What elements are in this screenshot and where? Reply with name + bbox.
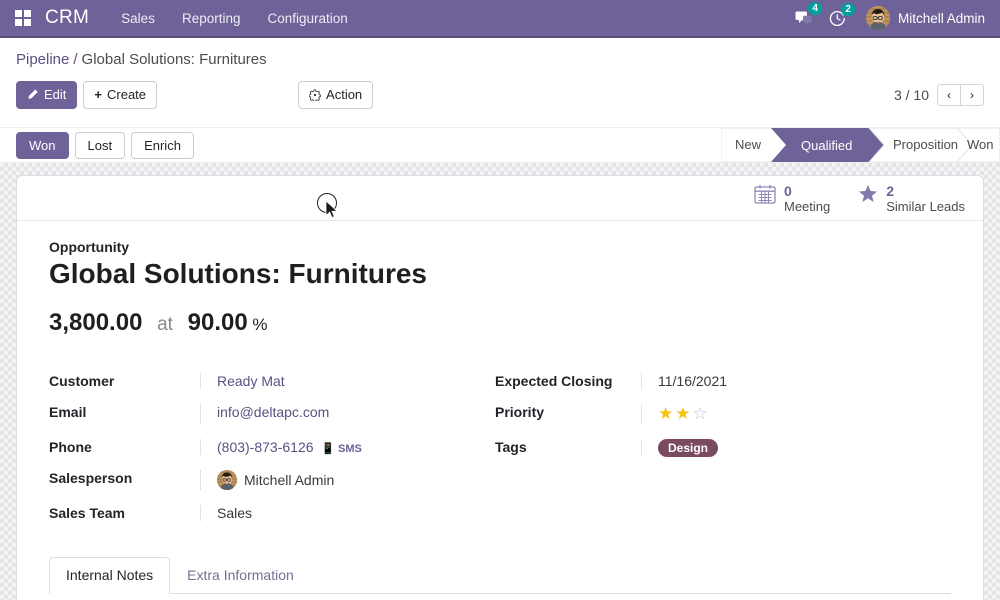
- svg-text:Won: Won: [967, 137, 994, 152]
- svg-text:Proposition: Proposition: [893, 137, 958, 152]
- svg-text:New: New: [735, 137, 762, 152]
- svg-text:Qualified: Qualified: [801, 138, 852, 153]
